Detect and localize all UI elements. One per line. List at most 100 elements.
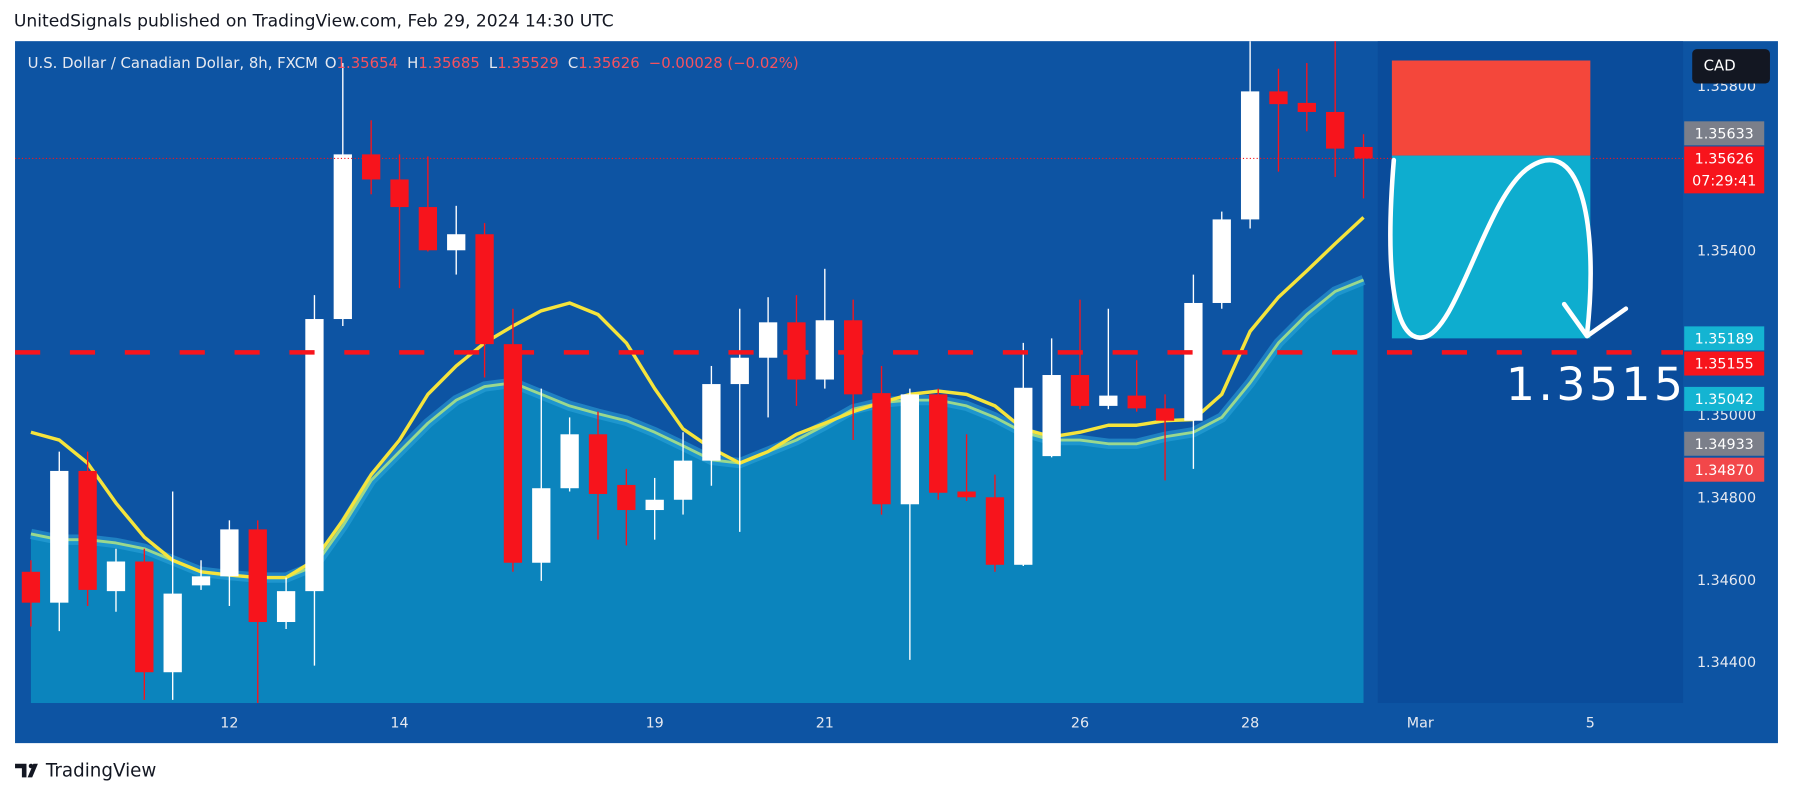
- header: UnitedSignals published on TradingView.c…: [14, 12, 614, 32]
- x-tick-label: 26: [1071, 716, 1089, 732]
- ma-area: [30, 279, 1364, 704]
- candle-body: [1184, 302, 1203, 421]
- price-axis: 1.344001.346001.348001.350001.354001.358…: [1684, 79, 1765, 671]
- candle-body: [1297, 102, 1316, 112]
- ohlc-value: 1.35529: [497, 54, 558, 72]
- candle-body: [418, 207, 438, 251]
- legend: U.S. Dollar / Canadian Dollar, 8h, FXCM O…: [28, 54, 799, 72]
- candle-body: [475, 234, 494, 345]
- x-tick-label: 19: [646, 716, 664, 732]
- candle-body: [1354, 146, 1373, 159]
- candle-body: [390, 179, 409, 208]
- candle-body: [872, 393, 891, 505]
- candle-body: [985, 497, 1005, 565]
- candle-body: [191, 576, 211, 586]
- y-tick-label: 1.35400: [1697, 244, 1756, 260]
- candle-body: [532, 488, 551, 563]
- candle-body: [617, 484, 636, 511]
- y-tick-label: 1.34400: [1697, 655, 1756, 671]
- candle-body: [957, 491, 976, 498]
- logo-icon: [15, 763, 38, 778]
- price-label-box: [1684, 351, 1765, 376]
- candle-body: [1014, 387, 1033, 565]
- price-label: 1.35626: [1695, 152, 1754, 168]
- plot-area: [15, 41, 1684, 704]
- price-label: 1.35633: [1695, 126, 1754, 142]
- candle-body: [588, 434, 608, 494]
- drawn-arrow-head: [1561, 301, 1629, 339]
- price-label-box: [1684, 121, 1765, 146]
- currency-button[interactable]: [1692, 49, 1770, 84]
- price-label: 1.35042: [1695, 392, 1754, 408]
- x-tick-label: 21: [816, 716, 834, 732]
- currency-label[interactable]: CAD: [1704, 56, 1736, 74]
- candle-body: [702, 384, 721, 461]
- candle-body: [220, 529, 239, 577]
- candle-body: [1155, 408, 1175, 421]
- logo-dot: [28, 763, 34, 769]
- x-tick-label: 28: [1241, 716, 1259, 732]
- ohlc-key: H: [407, 54, 418, 72]
- candle-body: [503, 344, 523, 563]
- candle-body: [21, 571, 41, 603]
- price-label-box: [1684, 146, 1765, 194]
- candle-body: [248, 529, 267, 623]
- ohlc-key: L: [489, 54, 498, 72]
- price-label-box: [1684, 431, 1765, 456]
- x-tick-label: 5: [1586, 716, 1595, 732]
- tradingview-logo: [15, 763, 38, 778]
- candle-body: [844, 320, 863, 395]
- x-tick-label: Mar: [1407, 716, 1434, 732]
- candle-body: [1326, 111, 1345, 149]
- price-label: 1.34933: [1695, 437, 1754, 453]
- candle-body: [1070, 375, 1090, 406]
- candle-body: [1240, 91, 1260, 220]
- candle-body: [1212, 219, 1231, 303]
- candle-body: [1099, 395, 1118, 406]
- price-label-box: [1684, 326, 1765, 351]
- candle-body: [900, 394, 920, 505]
- candle-body: [758, 322, 778, 358]
- candle-body: [673, 460, 693, 500]
- candle-body: [929, 394, 948, 493]
- x-tick-label: 14: [390, 716, 408, 732]
- candle-body: [163, 593, 182, 673]
- candle-body: [305, 319, 324, 592]
- price-label: 1.34870: [1695, 463, 1754, 479]
- candle-body: [645, 499, 664, 511]
- ohlc-key: C: [568, 54, 578, 72]
- candle-body: [362, 154, 381, 180]
- footer-brand: TradingView: [45, 761, 157, 782]
- y-tick-label: 1.34600: [1697, 573, 1756, 589]
- candle-body: [730, 357, 749, 385]
- ohlc-value: 1.35626: [578, 54, 639, 72]
- candle-body: [106, 561, 126, 592]
- candle-body: [1042, 375, 1061, 457]
- candle-body: [333, 154, 352, 320]
- candle-body: [560, 434, 579, 489]
- candle-body: [50, 470, 69, 603]
- change: −0.00028 (−0.02%): [649, 54, 799, 72]
- price-label-box: [1684, 386, 1765, 411]
- candle-body: [815, 320, 834, 380]
- drawn-arrow: [1388, 157, 1593, 340]
- target-zone: [1391, 155, 1591, 339]
- price-label-box: [1684, 457, 1765, 482]
- candle-body: [276, 591, 296, 623]
- price-label: 1.35155: [1695, 357, 1754, 373]
- candle-body: [1269, 91, 1288, 105]
- ohlc-key: O: [325, 54, 337, 72]
- countdown: 07:29:41: [1692, 173, 1756, 189]
- candle-body: [1127, 395, 1146, 409]
- y-tick-label: 1.34800: [1697, 491, 1756, 507]
- y-tick-label: 1.35000: [1697, 408, 1756, 424]
- stop-zone: [1391, 60, 1591, 156]
- ohlc-value: 1.35654: [337, 54, 398, 72]
- candle-body: [135, 561, 154, 673]
- symbol-title: U.S. Dollar / Canadian Dollar, 8h, FXCM: [28, 54, 318, 72]
- candle-body: [78, 470, 97, 590]
- x-tick-label: 12: [220, 716, 238, 732]
- candle-body: [447, 234, 466, 251]
